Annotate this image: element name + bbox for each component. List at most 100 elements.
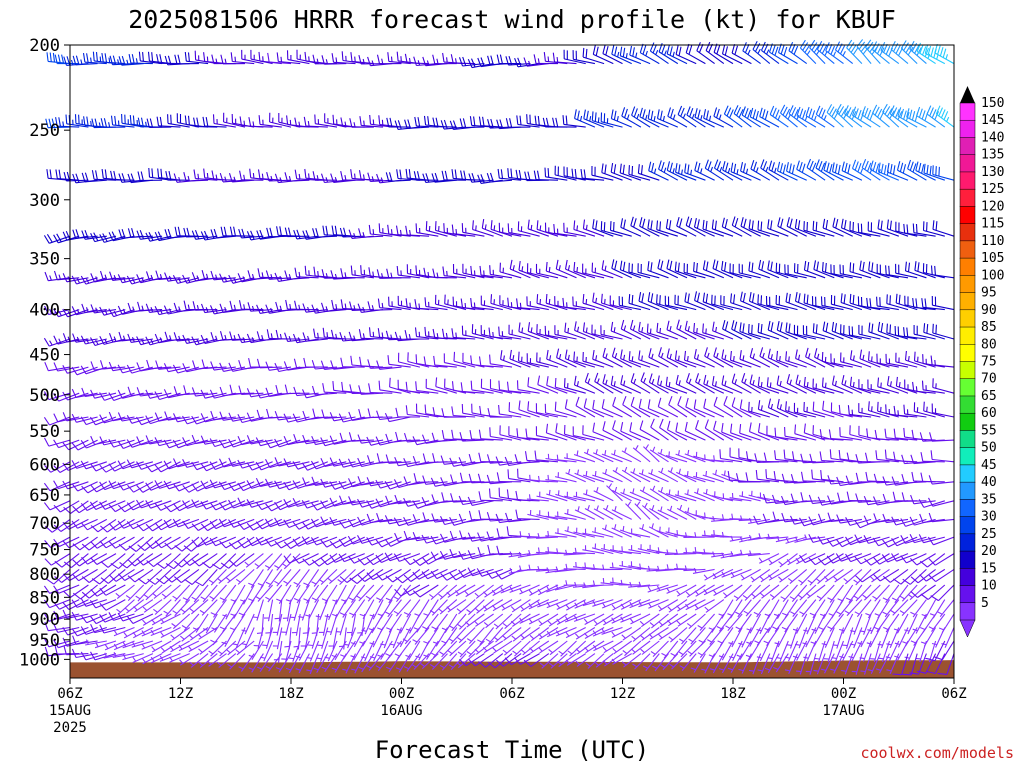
wind-barb <box>685 397 706 418</box>
colorbar-label: 25 <box>981 527 997 542</box>
wind-barb <box>200 480 227 490</box>
wind-barb <box>432 328 457 340</box>
wind-barb <box>935 105 955 128</box>
wind-barb <box>329 457 356 467</box>
wind-barb <box>812 401 835 418</box>
wind-barb <box>692 567 715 574</box>
wind-barb <box>526 494 549 502</box>
wind-barb <box>339 332 365 342</box>
wind-barb <box>470 380 494 394</box>
x-tick-label: 00Z <box>831 686 856 702</box>
wind-barb <box>562 297 586 311</box>
wind-barb <box>90 389 117 399</box>
wind-barb <box>780 104 798 128</box>
wind-barb <box>918 499 945 508</box>
wind-barb <box>311 500 338 511</box>
wind-barb <box>533 170 559 181</box>
colorbar-label: 55 <box>981 423 997 438</box>
wind-barb <box>799 553 826 564</box>
wind-barb <box>266 329 292 340</box>
wind-barb <box>882 599 900 618</box>
wind-barb <box>839 427 862 441</box>
wind-barb <box>387 355 411 368</box>
wind-barb <box>228 499 255 509</box>
wind-barb <box>467 496 494 506</box>
colorbar-swatch <box>959 137 976 156</box>
wind-barb <box>293 569 310 588</box>
wind-barb <box>688 627 706 645</box>
wind-barb <box>90 536 117 549</box>
wind-barb <box>81 481 108 494</box>
wind-barb <box>388 296 411 311</box>
x-tick-label: 00Z <box>389 686 414 702</box>
wind-barb <box>81 568 108 584</box>
wind-barb <box>430 551 457 561</box>
wind-barb <box>404 329 430 340</box>
wind-barb <box>876 296 899 311</box>
wind-barb <box>164 272 190 282</box>
wind-barb <box>533 54 559 65</box>
wind-barb <box>799 39 817 64</box>
wind-barb <box>674 549 697 556</box>
wind-barb <box>366 513 393 524</box>
wind-barb <box>739 291 761 311</box>
wind-barb <box>423 599 439 619</box>
wind-barb <box>703 488 724 502</box>
wind-barb <box>802 325 826 340</box>
y-tick-label: 600 <box>29 455 60 475</box>
wind-barb <box>574 469 596 483</box>
wind-barb <box>830 353 853 368</box>
wind-barb <box>857 627 872 648</box>
wind-barb <box>396 265 420 279</box>
wind-barb <box>311 385 338 396</box>
wind-barb <box>812 378 835 394</box>
wind-barb <box>836 514 862 524</box>
wind-barb <box>294 117 319 128</box>
wind-barb <box>903 404 927 418</box>
wind-barb <box>618 296 642 311</box>
wind-barb <box>872 553 900 565</box>
wind-barb <box>376 360 402 370</box>
wind-barb <box>90 553 117 565</box>
wind-barb <box>302 332 328 342</box>
wind-barb <box>711 294 734 311</box>
wind-barb <box>564 399 586 418</box>
wind-barb <box>900 40 918 64</box>
wind-barb <box>592 350 614 368</box>
wind-barb <box>753 599 771 618</box>
wind-barb <box>337 569 356 585</box>
wind-barb <box>755 469 780 483</box>
wind-barb <box>357 568 384 582</box>
wind-barb <box>71 366 98 376</box>
wind-barb <box>702 470 724 483</box>
wind-barb <box>108 518 135 531</box>
wind-barb <box>722 584 743 599</box>
wind-barb <box>922 221 945 237</box>
wind-barb <box>80 460 107 470</box>
wind-barb <box>108 500 135 513</box>
wind-barb <box>749 374 771 394</box>
wind-barb <box>311 553 338 567</box>
colorbar-label: 75 <box>981 355 997 370</box>
colorbar-swatch <box>959 102 976 121</box>
wind-barb <box>600 325 623 340</box>
wind-barb <box>564 349 586 368</box>
wind-barb <box>638 398 660 418</box>
wind-barb <box>62 568 89 582</box>
wind-barb <box>798 569 817 586</box>
wind-barb <box>893 405 918 418</box>
wind-barb <box>486 454 513 464</box>
wind-barb <box>916 106 936 128</box>
wind-barb <box>193 169 218 181</box>
wind-barb <box>629 45 651 65</box>
wind-barb <box>212 114 236 128</box>
wind-barb <box>424 297 448 311</box>
wind-barb <box>677 105 697 128</box>
wind-barb <box>730 162 752 181</box>
wind-barb <box>720 295 743 311</box>
wind-barb <box>62 273 89 283</box>
wind-barb <box>200 435 227 445</box>
wind-barb <box>738 263 761 279</box>
wind-barb <box>496 472 522 483</box>
wind-barb <box>359 356 384 368</box>
